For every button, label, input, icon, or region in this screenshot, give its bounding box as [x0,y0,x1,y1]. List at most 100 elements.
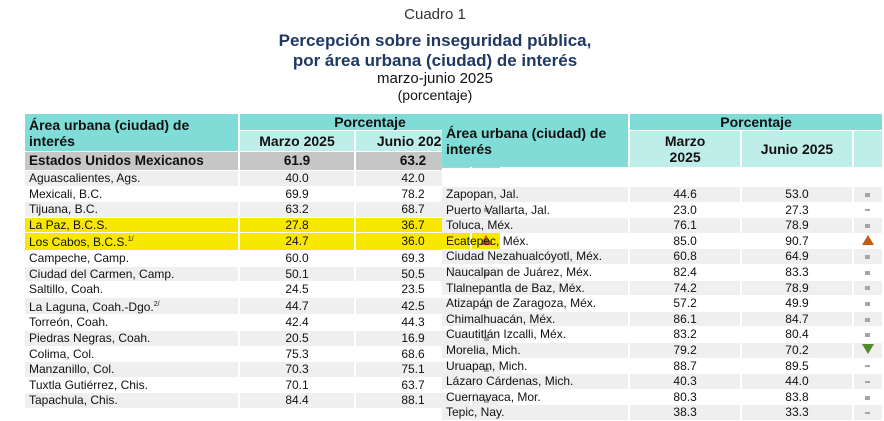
trend-cell [854,296,882,311]
junio-value: 36.7 [356,217,470,233]
city-name: Tapachula, Chis. [25,393,238,408]
area-header: Área urbana (ciudad) de interés [25,114,238,151]
trend-cell [472,330,500,346]
city-label: Tlalnepantla de Baz, Méx. [446,280,585,295]
marzo-value: 63.2 [240,202,354,217]
marzo-value: 82.4 [673,264,697,279]
city-name: La Laguna, Coah.-Dgo.2/ [25,297,238,315]
city-name: Piedras Negras, Coah. [25,330,238,346]
city-name: Los Cabos, B.C.S.1/ [25,233,238,250]
junio-value: 83.3 [785,264,809,279]
triangle-down-icon [861,343,874,354]
junio-value: 70.2 [742,342,852,358]
city-name: Puerto Vallarta, Jal. [442,203,628,218]
trend-cell [853,218,882,233]
marzo-value: 76.1 [630,218,741,233]
junio-value: 90.7 [785,233,809,248]
city-label: Ciudad del Carmen, Camp. [29,266,175,281]
table-title: Percepción sobre inseguridad pública, por… [0,31,870,71]
city-label: Chimalhuacán, Méx. [446,311,556,326]
city-label: Zapopan, Jal. [446,187,519,201]
city-name: Atizapán de Zaragoza, Méx. [442,296,628,311]
table-row: Aguascalientes, Ags. 40.0 42.0 [25,171,500,186]
city-label: Naucalpan de Juárez, Méx. [446,264,593,279]
marzo-value: 57.2 [673,296,697,311]
period: marzo-junio 2025 [377,70,493,87]
unit: (porcentaje) [397,87,473,103]
marzo-value: 70.3 [240,362,354,377]
table-row: Saltillo, Coah. 24.5 23.5 [25,282,500,297]
junio-value: 44.0 [742,374,852,389]
city-name: Manzanillo, Col. [25,362,238,377]
table-row: Chimalhuacán, Méx. 86.1 84.7 [442,311,882,327]
table-row: Toluca, Méx. 76.1 78.9 [442,218,882,233]
marzo-value: 61.9 [240,152,354,170]
city-label: Ecatepec, Méx. [446,233,529,248]
junio-value: 50.5 [356,266,470,282]
area-header: Área urbana (ciudad) de interés [442,114,629,167]
trend-cell [854,359,882,374]
footnote-ref: 1/ [127,236,134,244]
marzo-value: 75.3 [285,346,309,361]
city-name: Estados Unidos Mexicanos [25,152,238,170]
city-name: Saltillo, Coah. [25,282,238,297]
city-name: Chimalhuacán, Méx. [442,311,629,327]
junio-value: 75.1 [356,362,470,377]
city-label: Atizapán de Zaragoza, Méx. [446,296,597,311]
city-name: Campeche, Camp. [25,251,238,266]
city-label: Manzanillo, Col. [29,362,115,377]
junio-value: 64.9 [742,249,852,264]
city-name: Tlalnepantla de Baz, Méx. [442,280,629,296]
triangle-up-icon [861,234,874,245]
city-label: Ciudad Nezahualcóyotl, Méx. [446,249,603,264]
table-row: Ecatepec, Méx. 85.0 90.7 [442,234,882,249]
marzo-value: 79.2 [630,342,741,358]
trend-cell [853,187,882,202]
left-table: Área urbana (ciudad) de interés Porcentaj… [23,113,502,409]
junio-value: 16.9 [356,330,470,346]
city-name: Naucalpan de Juárez, Méx. [442,265,628,280]
city-name: La Paz, B.C.S. [25,217,238,233]
table-row: Cuautitlán Izcalli, Méx. 83.2 80.4 [442,327,882,342]
square-icon [865,286,871,291]
trend-cell [472,266,500,282]
city-label: Aguascalientes, Ags. [29,171,141,185]
title-line-2: por área urbana (ciudad) de interés [292,51,578,70]
trend-cell [853,311,882,327]
square-icon [483,272,489,277]
city-name: Ciudad del Carmen, Camp. [25,266,238,282]
junio-value: 36.0 [356,233,470,250]
junio-value: 78.2 [401,186,425,201]
marzo-value: 74.2 [630,280,741,296]
marzo-value: 60.0 [285,250,309,265]
marzo-value: 38.3 [630,405,741,420]
city-name: Cuernavaca, Mor. [442,390,628,405]
triangle-up-icon [480,235,492,246]
table-row: Ciudad del Carmen, Camp. 50.1 50.5 [25,266,500,282]
trend-cell [853,249,882,264]
city-label: Morelia, Mich. [446,342,521,357]
table-row: Manzanillo, Col. 70.3 75.1 [25,362,500,377]
title-line-1: Percepción sobre inseguridad pública, [278,31,592,50]
city-name: Aguascalientes, Ags. [25,171,238,186]
junio-value: 80.4 [785,327,809,342]
trend-cell [472,233,500,250]
footnote-ref: 2/ [153,300,160,308]
table-row: Tepic, Nay. 38.3 33.3 [442,405,882,420]
table-row: Tuxtla Gutiérrez, Chis. 70.1 63.7 [25,378,500,393]
table-row: Tlalnepantla de Baz, Méx. 74.2 78.9 [442,280,882,296]
marzo-value: 23.0 [673,202,697,217]
table-row: Puerto Vallarta, Jal. 23.0 27.3 [442,203,882,218]
city-name: Torreón, Coah. [25,315,238,330]
table-row: La Paz, B.C.S. 27.8 36.7 [25,217,500,233]
marzo-value: 44.6 [630,187,741,202]
city-label: Estados Unidos Mexicanos [29,152,204,168]
table-row: Piedras Negras, Coah. 20.5 16.9 [25,330,500,346]
junio-value: 42.0 [356,171,470,186]
table-row: Naucalpan de Juárez, Méx. 82.4 83.3 [442,265,882,280]
table-row: Uruapan, Mich. 88.7 89.5 [442,359,882,374]
city-label: Campeche, Camp. [29,250,130,265]
city-label: Tuxtla Gutiérrez, Chis. [29,377,148,392]
city-label: Piedras Negras, Coah. [29,330,151,345]
marzo-value: 85.0 [673,233,697,248]
